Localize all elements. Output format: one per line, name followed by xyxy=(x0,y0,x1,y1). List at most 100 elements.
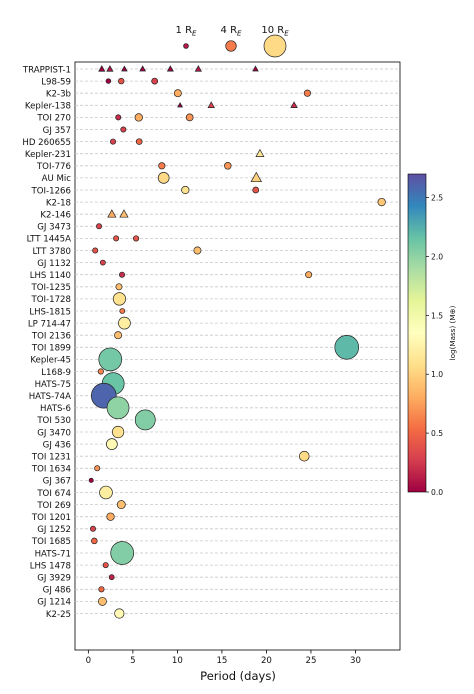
planet-marker xyxy=(106,512,115,521)
system-label: HATS-74A xyxy=(29,392,71,402)
planet-marker xyxy=(224,162,232,170)
system-label: K2-25 xyxy=(46,610,71,620)
system-label: TOI-1266 xyxy=(30,186,71,196)
system-label: Kepler-231 xyxy=(25,150,71,160)
planet-marker xyxy=(107,209,117,218)
planet-marker xyxy=(177,102,184,108)
planet-marker xyxy=(134,113,143,122)
planet-marker xyxy=(119,209,129,218)
planet-marker xyxy=(151,77,159,85)
system-label: HATS-6 xyxy=(40,404,71,414)
planet-marker xyxy=(252,65,259,72)
system-label: HATS-75 xyxy=(35,380,71,390)
system-label: LHS-1815 xyxy=(29,307,71,317)
planet-marker xyxy=(114,608,125,619)
size-legend: 1 RE 4 RE 10 RE xyxy=(176,25,289,58)
plot-area xyxy=(74,61,401,651)
size-legend-marker xyxy=(225,40,237,52)
planet-marker xyxy=(116,500,126,510)
planet-marker xyxy=(99,485,113,500)
colorbar: 0.0 0.5 1.0 1.5 2.0 2.5 log(Mass) (M⊕) xyxy=(407,173,457,497)
x-tick-label: 15 xyxy=(216,656,227,666)
planet-marker xyxy=(99,259,106,266)
planet-marker xyxy=(181,185,190,195)
size-legend-marker xyxy=(183,43,189,49)
system-label: GJ 3473 xyxy=(37,223,71,233)
planet-marker xyxy=(119,271,126,278)
planet-markers xyxy=(88,65,386,619)
system-label: TOI-776 xyxy=(36,162,71,172)
planet-marker xyxy=(334,334,360,360)
system-label: K2-18 xyxy=(46,198,71,208)
system-label: TOI 1231 xyxy=(31,453,71,463)
planet-marker xyxy=(102,562,109,569)
size-legend-marker xyxy=(263,34,287,58)
planet-marker xyxy=(121,65,128,72)
system-label: GJ 1132 xyxy=(37,259,71,269)
system-label: TOI 270 xyxy=(36,114,71,124)
planet-marker xyxy=(290,101,298,108)
system-label: LHS 1140 xyxy=(30,271,71,281)
planet-marker xyxy=(252,186,260,194)
size-legend-label: 1 RE xyxy=(176,25,198,38)
system-label: LTT 1445A xyxy=(27,235,72,245)
planet-marker xyxy=(132,235,140,242)
system-label: L168-9 xyxy=(41,368,71,378)
colorbar-tick-label: 1.0 xyxy=(431,370,443,379)
planet-marker xyxy=(96,223,103,230)
x-axis: 0 5 10 15 20 25 30 xyxy=(86,650,361,666)
planet-marker xyxy=(115,283,123,291)
planet-marker xyxy=(89,525,96,532)
planet-marker xyxy=(88,477,94,483)
system-label: L98-59 xyxy=(41,77,71,87)
colorbar-label: log(Mass) (M⊕) xyxy=(448,305,457,360)
system-label: TOI-1728 xyxy=(30,295,71,305)
system-label: TOI 269 xyxy=(36,501,71,511)
planet-marker xyxy=(97,368,104,375)
planet-marker xyxy=(135,138,143,145)
system-label: GJ 436 xyxy=(43,440,71,450)
planet-marker xyxy=(98,596,107,606)
system-label: TOI 1899 xyxy=(31,344,71,354)
system-labels: TRAPPIST-1 L98-59 K2-3b Kepler-138 TOI 270 GJ… xyxy=(22,65,72,620)
planet-marker xyxy=(98,65,106,72)
system-label: GJ 3929 xyxy=(37,574,71,584)
system-label: Kepler-45 xyxy=(30,356,71,366)
system-label: GJ 367 xyxy=(43,477,71,487)
x-tick-label: 25 xyxy=(305,656,316,666)
size-legend-label: 10 RE xyxy=(261,25,289,38)
x-axis-label: Period (days) xyxy=(200,669,276,683)
planet-marker xyxy=(158,162,166,170)
colorbar-tick-label: 2.5 xyxy=(431,194,443,203)
system-label: LTT 3780 xyxy=(32,247,71,257)
planet-marker xyxy=(134,409,156,431)
x-tick-label: 30 xyxy=(350,656,361,666)
colorbar-gradient xyxy=(407,173,427,493)
system-label: Kepler-138 xyxy=(25,102,71,112)
planet-marker xyxy=(305,271,313,279)
system-label: TOI 530 xyxy=(36,416,71,426)
planet-marker xyxy=(105,78,112,84)
planet-marker xyxy=(94,465,101,472)
system-label: LHS 1478 xyxy=(30,561,71,571)
planet-marker xyxy=(118,77,125,85)
size-legend-label: 4 RE xyxy=(221,25,243,38)
planet-marker xyxy=(207,101,215,108)
system-label: GJ 486 xyxy=(43,586,71,596)
planet-marker xyxy=(111,425,125,439)
planet-marker xyxy=(115,114,122,121)
system-label: AU Mic xyxy=(42,174,72,184)
planet-marker xyxy=(98,586,105,593)
planet-marker xyxy=(118,316,131,330)
planet-marker xyxy=(106,65,114,72)
planet-marker xyxy=(139,65,147,72)
colorbar-tick-label: 0.0 xyxy=(431,488,443,497)
planet-marker xyxy=(110,138,117,145)
system-label: GJ 357 xyxy=(43,126,71,136)
system-label: K2-146 xyxy=(40,211,71,221)
planet-marker xyxy=(120,126,127,133)
planet-marker xyxy=(303,89,311,97)
planet-marker xyxy=(114,331,123,340)
x-tick-label: 10 xyxy=(172,656,183,666)
